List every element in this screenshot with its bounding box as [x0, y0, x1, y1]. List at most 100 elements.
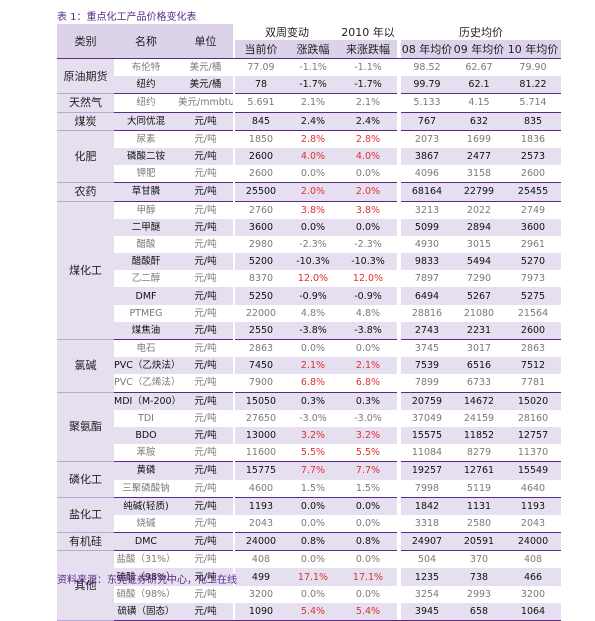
header-category: 类别 [57, 24, 114, 59]
ytd-change-cell: 0.0% [339, 339, 397, 358]
column-gap [233, 461, 235, 480]
table-row: 农药 草甘膦 元/吨 25500 2.0% 2.0% 68164 22799 25455 [57, 182, 562, 202]
unit-cell: 元/吨 [178, 568, 233, 586]
unit-cell: 美元/桶 [178, 76, 233, 94]
unit-cell: 元/吨 [178, 182, 233, 201]
avg-2009-cell: 1131 [453, 496, 505, 515]
avg-2008-cell: 4096 [401, 165, 453, 183]
unit-cell: 元/吨 [178, 532, 233, 551]
change-cell: 5.4% [287, 602, 339, 621]
avg-2009-cell: 22799 [453, 182, 505, 201]
column-gap [233, 201, 235, 219]
category-cell: 天然气 [57, 93, 114, 113]
category-cell: 氯碱 [57, 339, 114, 393]
header-history-avg: 历史均价 [401, 24, 562, 40]
header-current-price: 当前价 [235, 40, 287, 59]
avg-2010-cell: 15549 [505, 461, 562, 480]
table-row: 煤炭 大同优混 元/吨 845 2.4% 2.4% 767 632 835 [57, 111, 562, 131]
table-row: 聚氨酯 MDI（M-200） 元/吨 15050 0.3% 0.3% 20759 14672 1… [57, 391, 562, 463]
table-row: 盐化工 纯碱(轻质) 元/吨 1193 0.0% 0.0% 1842 1131 1193 [57, 496, 562, 534]
avg-2010-cell: 2600 [505, 321, 562, 340]
change-cell: 2.0% [287, 182, 339, 201]
ytd-change-cell: 5.5% [339, 444, 397, 462]
column-gap [397, 235, 401, 254]
avg-2010-cell: 408 [505, 550, 562, 569]
table-row: 烧碱 元/吨 2043 0.0% 0.0% 3318 2580 2043 [57, 514, 562, 533]
ytd-change-cell: -1.7% [339, 76, 397, 94]
table-row: 硫酸（98%） 元/吨 499 17.1% 17.1% 1235 738 466 [57, 568, 562, 586]
avg-2008-cell: 6494 [401, 287, 453, 305]
avg-2008-cell: 3745 [401, 339, 453, 358]
header-ytd-top: 2010 年以 [339, 24, 397, 40]
column-gap [233, 58, 235, 77]
table-row: 化肥 尿素 元/吨 1850 2.8% 2.8% 2073 1699 1836 [57, 129, 562, 184]
product-name-cell: 纽约 [114, 93, 178, 113]
ytd-change-cell: 0.0% [339, 585, 397, 603]
header-name: 名称 [114, 24, 178, 59]
avg-2009-cell: 2580 [453, 514, 505, 533]
unit-cell: 元/吨 [178, 602, 233, 621]
column-gap [233, 550, 235, 569]
avg-2009-cell: 21080 [453, 304, 505, 322]
table-row: 原油期货 布伦特 美元/桶 77.09 -1.1% -1.1% 98.52 62.67 79.9… [57, 58, 562, 95]
column-gap [233, 514, 235, 533]
avg-2008-cell: 3867 [401, 147, 453, 166]
avg-2009-cell: 6733 [453, 374, 505, 393]
avg-2008-cell: 1842 [401, 496, 453, 515]
table-row: 乙二醇 元/吨 8370 12.0% 12.0% 7897 7290 7973 [57, 270, 562, 288]
table-row: 磷化工 黄磷 元/吨 15775 7.7% 7.7% 19257 12761 15549 [57, 461, 562, 498]
column-gap [397, 392, 401, 410]
column-gap [233, 182, 235, 201]
column-gap [397, 409, 401, 427]
ytd-change-cell: -0.9% [339, 287, 397, 305]
product-name-cell: DMF [114, 287, 178, 305]
product-name-cell: MDI（M-200） [114, 391, 178, 410]
category-cell: 煤炭 [57, 111, 114, 131]
table-body: 原油期货 布伦特 美元/桶 77.09 -1.1% -1.1% 98.52 62.67 79.9… [57, 58, 562, 621]
table-row: 煤化工 甲醇 元/吨 2760 3.8% 3.8% 3213 2022 2749 [57, 200, 562, 340]
product-name-cell: 硝酸（98%） [114, 585, 178, 603]
avg-2010-cell: 25455 [505, 182, 562, 201]
avg-2009-cell: 370 [453, 550, 505, 569]
column-gap [233, 76, 235, 94]
change-cell: 0.0% [287, 585, 339, 603]
avg-2008-cell: 24907 [401, 532, 453, 551]
column-gap [397, 550, 401, 569]
avg-2009-cell: 24159 [453, 409, 505, 427]
product-name-cell: 钾肥 [114, 165, 178, 183]
column-gap [397, 304, 401, 322]
table-row: 有机硅 DMC 元/吨 24000 0.8% 0.8% 24907 20591 24000 [57, 532, 562, 552]
unit-cell: 元/吨 [178, 550, 233, 569]
product-name-cell: 盐酸（31%） [114, 550, 178, 569]
avg-2009-cell: 5119 [453, 479, 505, 498]
unit-cell: 元/吨 [178, 496, 233, 515]
table-row: 磷酸二铵 元/吨 2600 4.0% 4.0% 3867 2477 2573 [57, 147, 562, 166]
current-price-cell: 2600 [235, 165, 287, 183]
ytd-change-cell: 0.0% [339, 218, 397, 236]
column-gap [397, 321, 401, 340]
change-cell: 2.4% [287, 111, 339, 131]
avg-2010-cell: 2961 [505, 235, 562, 254]
avg-2009-cell: 632 [453, 111, 505, 131]
column-gap [397, 165, 401, 183]
avg-2008-cell: 28816 [401, 304, 453, 322]
avg-2009-cell: 62.1 [453, 76, 505, 94]
column-gap [233, 532, 235, 551]
unit-cell: 元/吨 [178, 409, 233, 427]
avg-2010-cell: 7781 [505, 374, 562, 393]
avg-2008-cell: 767 [401, 111, 453, 131]
header-2009-avg: 09 年均价 [453, 40, 505, 59]
table-row: 醋酸 元/吨 2980 -2.3% -2.3% 4930 3015 2961 [57, 235, 562, 254]
header-gap [233, 24, 235, 59]
current-price-cell: 7900 [235, 374, 287, 393]
avg-2010-cell: 2863 [505, 339, 562, 358]
unit-cell: 元/吨 [178, 147, 233, 166]
avg-2009-cell: 2993 [453, 585, 505, 603]
current-price-cell: 27650 [235, 409, 287, 427]
current-price-cell: 2600 [235, 147, 287, 166]
avg-2009-cell: 12761 [453, 461, 505, 480]
avg-2010-cell: 11370 [505, 444, 562, 462]
column-gap [233, 444, 235, 462]
product-name-cell: TDI [114, 409, 178, 427]
avg-2009-cell: 658 [453, 602, 505, 621]
